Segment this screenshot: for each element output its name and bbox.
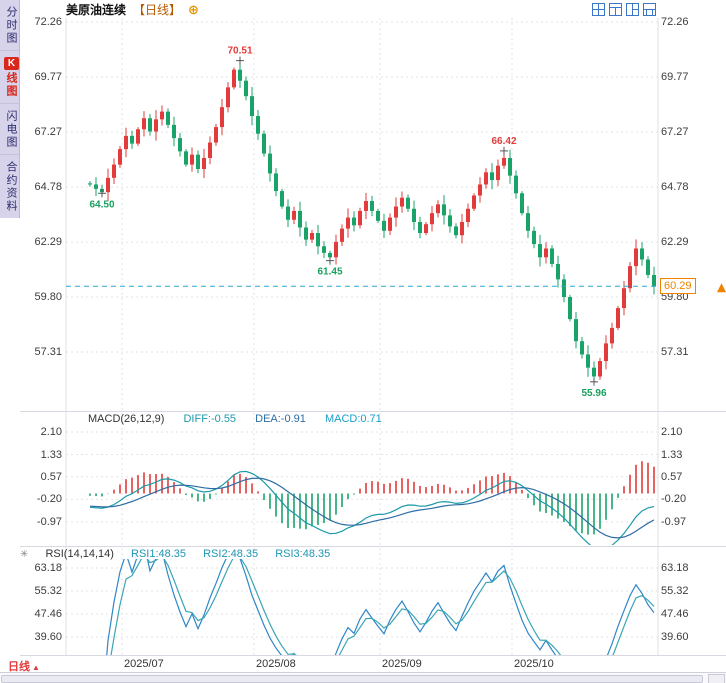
scrollbar-handle[interactable] bbox=[708, 674, 725, 683]
rsi-indicator-row: ✳ RSI(14,14,14) RSI1:48.35 RSI2:48.35 RS… bbox=[20, 548, 344, 560]
main-y-axis-label: 59.80 bbox=[34, 291, 62, 304]
main-y-axis-label: 62.29 bbox=[34, 236, 62, 249]
macd-y-axis-label: -0.20 bbox=[661, 493, 687, 506]
svg-text:55.96: 55.96 bbox=[581, 388, 606, 399]
layout-two-column-icon[interactable] bbox=[626, 3, 639, 16]
rsi-y-axis-label: 39.60 bbox=[34, 631, 62, 643]
macd-y-axis-label: -0.20 bbox=[36, 493, 62, 506]
main-y-axis-label: 57.31 bbox=[661, 346, 689, 358]
macd-diff-value: DIFF:-0.55 bbox=[183, 413, 237, 425]
rsi-y-axis-label: 47.46 bbox=[661, 608, 689, 620]
sidebar-tab-2[interactable]: K线图 bbox=[0, 51, 19, 104]
svg-text:64.50: 64.50 bbox=[89, 199, 114, 210]
main-y-axis-label: 72.26 bbox=[34, 16, 62, 28]
period-selector-label: 日线 bbox=[8, 661, 30, 673]
x-axis-label: 2025/10 bbox=[514, 658, 554, 670]
layout-two-row-icon[interactable] bbox=[643, 3, 656, 16]
macd-y-axis-label: 1.33 bbox=[661, 448, 683, 461]
sidebar-tab-1[interactable]: 分时图 bbox=[0, 0, 19, 51]
period-label[interactable]: 【日线】 bbox=[133, 3, 182, 17]
main-y-axis-label: 67.27 bbox=[661, 126, 689, 139]
sidebar-tab-4[interactable]: 合约资料 bbox=[5, 161, 17, 213]
k-line-badge: K bbox=[4, 57, 19, 70]
main-y-axis-label: 62.29 bbox=[661, 236, 689, 249]
main-y-axis-label: 64.78 bbox=[34, 181, 62, 194]
main-y-axis-label: 72.26 bbox=[661, 16, 689, 28]
macd-indicator-row: MACD(26,12,9) DIFF:-0.55 DEA:-0.91 MACD:… bbox=[88, 413, 398, 425]
svg-text:66.42: 66.42 bbox=[491, 136, 516, 147]
main-y-axis-label: 64.78 bbox=[661, 181, 689, 194]
scrollbar-thumb[interactable] bbox=[1, 675, 703, 683]
layout-toolbar bbox=[592, 3, 656, 16]
macd-y-axis-label: -0.97 bbox=[36, 515, 62, 528]
add-indicator-icon[interactable]: ⊕ bbox=[188, 1, 199, 17]
symbol-title: 美原油连续 bbox=[66, 3, 127, 17]
macd-y-axis-label: 2.10 bbox=[661, 425, 683, 438]
macd-y-axis-label: 0.57 bbox=[40, 470, 62, 483]
up-triangle-icon: ▲ bbox=[32, 663, 40, 672]
main-y-axis-label: 69.77 bbox=[661, 70, 689, 83]
main-y-axis-label: 67.27 bbox=[34, 126, 62, 139]
sidebar-tab-3[interactable]: 闪电图 bbox=[0, 104, 19, 155]
macd-y-axis-label: 1.33 bbox=[40, 448, 62, 461]
rsi-y-axis-label: 55.32 bbox=[661, 585, 689, 597]
svg-text:70.51: 70.51 bbox=[227, 46, 252, 57]
main-y-axis-label: 69.77 bbox=[34, 70, 62, 83]
period-selector[interactable]: 日线 ▲ bbox=[8, 658, 40, 674]
x-axis-label: 2025/08 bbox=[256, 658, 296, 670]
rsi1-value: RSI1:48.35 bbox=[131, 548, 187, 560]
x-axis-label: 2025/07 bbox=[124, 658, 164, 670]
horizontal-scrollbar[interactable] bbox=[0, 672, 726, 683]
rsi-y-axis-label: 39.60 bbox=[661, 631, 689, 643]
rsi-y-axis-label: 63.18 bbox=[661, 562, 689, 574]
current-price-label: 60.29 bbox=[660, 278, 696, 295]
macd-y-axis-label: 0.57 bbox=[661, 470, 683, 483]
rsi-indicator-name[interactable]: RSI(14,14,14) bbox=[45, 548, 114, 560]
rsi-y-axis-label: 63.18 bbox=[34, 562, 62, 574]
main-y-axis-label: 57.31 bbox=[34, 346, 62, 358]
left-tab-bar: 分时图 K线图 闪电图合约资料 bbox=[0, 0, 20, 218]
indicator-settings-icon[interactable]: ✳ bbox=[20, 549, 29, 560]
macd-dea-value: DEA:-0.91 bbox=[255, 413, 306, 425]
chart-header: 美原油连续 【日线】 ⊕ bbox=[66, 1, 199, 18]
macd-hist-value: MACD:0.71 bbox=[324, 413, 382, 425]
layout-quad-icon[interactable] bbox=[592, 3, 605, 16]
macd-y-axis-label: 2.10 bbox=[40, 425, 62, 438]
macd-indicator-name[interactable]: MACD(26,12,9) bbox=[88, 413, 165, 425]
rsi-y-axis-label: 47.46 bbox=[34, 608, 62, 620]
rsi3-value: RSI3:48.35 bbox=[275, 548, 331, 560]
layout-header-grid-icon[interactable] bbox=[609, 3, 622, 16]
rsi2-value: RSI2:48.35 bbox=[203, 548, 259, 560]
macd-y-axis-label: -0.97 bbox=[661, 515, 687, 528]
rsi-y-axis-label: 55.32 bbox=[34, 585, 62, 597]
x-axis-label: 2025/09 bbox=[382, 658, 422, 670]
svg-text:61.45: 61.45 bbox=[317, 267, 342, 278]
